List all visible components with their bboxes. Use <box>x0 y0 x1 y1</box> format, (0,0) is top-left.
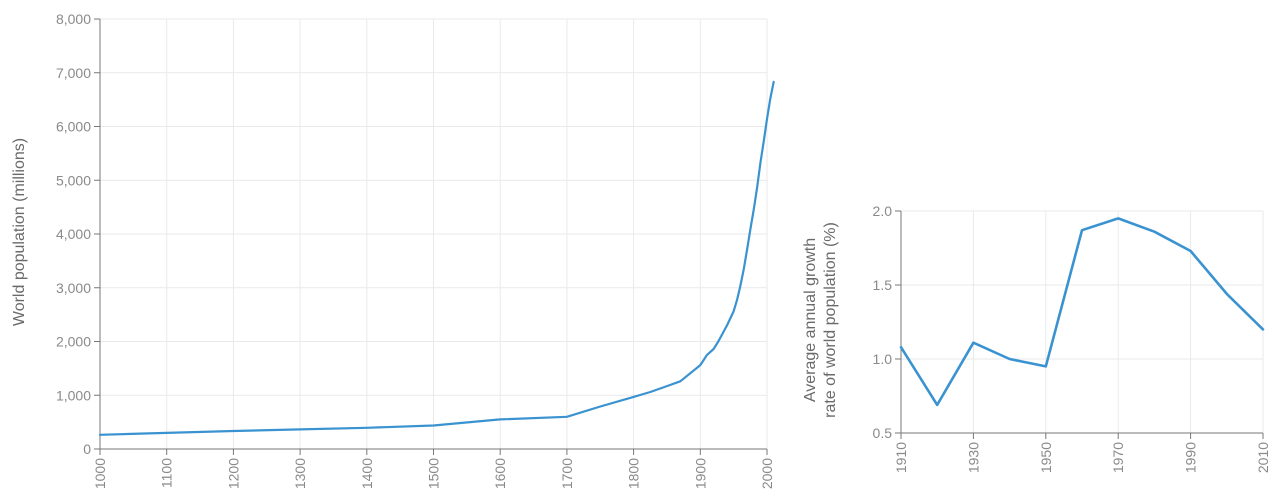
chart1-x-tick-label: 1000 <box>92 458 108 489</box>
chart1-x-tick-label: 1700 <box>559 458 575 489</box>
chart1-x-tick-label: 1400 <box>359 458 375 489</box>
chart2-series-line <box>899 217 1265 407</box>
chart1-x-tick-label: 1900 <box>692 458 708 489</box>
chart1-y-tick-label: 1,000 <box>56 387 91 403</box>
chart2-x-tick-label: 1910 <box>893 442 909 473</box>
chart1-x-tick-label: 1200 <box>225 458 241 489</box>
chart1-x-tick-label: 1100 <box>159 458 175 488</box>
chart2-x-tick-label: 2010 <box>1255 442 1271 473</box>
chart2-y-axis-label-line: Average annual growth <box>802 238 819 402</box>
chart2-x-tick-label: 1930 <box>965 442 981 473</box>
chart1-y-tick-label: 5,000 <box>56 172 91 188</box>
chart2-y-tick-label: 2.0 <box>873 203 893 219</box>
chart1-y-tick-label: 6,000 <box>56 119 91 135</box>
chart1-y-tick-label: 8,000 <box>56 11 91 27</box>
chart1-series-line <box>98 80 775 436</box>
chart1-x-tick-label: 1500 <box>426 458 442 489</box>
chart1-y-tick-label: 4,000 <box>56 226 91 242</box>
chart2-y-axis-label: Average annual growth rate of world popul… <box>802 222 839 418</box>
chart2-x-tick-label: 1970 <box>1110 442 1126 473</box>
chart1-x-tick-label: 1300 <box>292 458 308 489</box>
chart2-y-tick-label: 0.5 <box>873 425 893 441</box>
chart2-y-tick-label: 1.0 <box>873 351 893 367</box>
chart2-y-axis-label-line: rate of world population (%) <box>822 222 839 418</box>
chart1-y-tick-label: 2,000 <box>56 334 91 350</box>
chart1-x-tick-label: 2000 <box>759 458 775 489</box>
chart1-y-tick-label: 0 <box>83 441 91 457</box>
chart1-x-tick-label: 1600 <box>492 458 508 489</box>
chart2-x-tick-label: 1990 <box>1183 442 1199 473</box>
chart1-y-tick-label: 7,000 <box>56 65 91 81</box>
chart1-x-tick-label: 1800 <box>626 458 642 489</box>
chart1-y-axis-label: World population (millions) <box>11 138 28 326</box>
chart1-y-tick-label: 3,000 <box>56 280 91 296</box>
chart2-y-tick-label: 1.5 <box>873 277 893 293</box>
chart2-x-tick-label: 1950 <box>1038 442 1054 473</box>
